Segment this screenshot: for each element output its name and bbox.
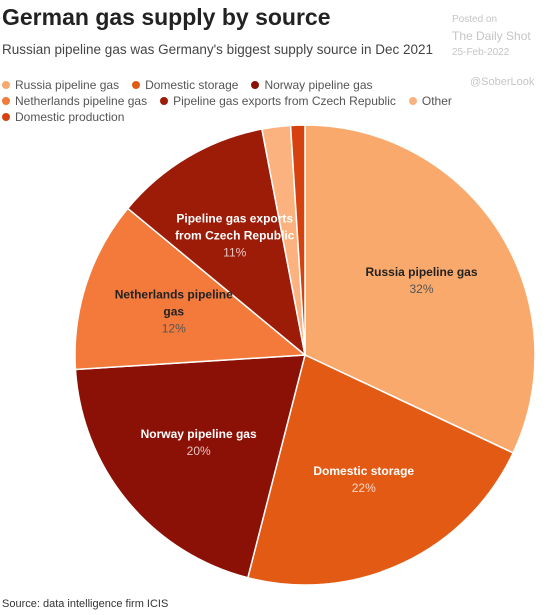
legend-item: Domestic production bbox=[2, 110, 124, 124]
value-label: 12% bbox=[161, 321, 186, 336]
legend-swatch bbox=[132, 81, 141, 89]
watermark: The Daily Shot bbox=[452, 29, 531, 43]
legend-label: Domestic production bbox=[15, 110, 125, 124]
pie-slice bbox=[304, 124, 536, 454]
legend-label: Pipeline gas exports from Czech Republic bbox=[173, 94, 396, 108]
slice-label: Russia pipeline gas 32% bbox=[362, 264, 482, 298]
legend-item: Other bbox=[408, 94, 452, 108]
legend: Russia pipeline gas Domestic storage Norwa… bbox=[2, 78, 522, 124]
chart-subtitle: Russian pipeline gas was Germany's bigge… bbox=[2, 42, 434, 57]
legend-item: Norway pipeline gas bbox=[251, 78, 373, 92]
pie-slice bbox=[74, 354, 306, 579]
legend-swatch bbox=[2, 97, 10, 105]
legend-item: Pipeline gas exports from Czech Republic bbox=[160, 94, 396, 108]
legend-item: Russia pipeline gas bbox=[2, 78, 119, 92]
watermark: 25-Feb-2022 bbox=[452, 47, 510, 58]
slice-name: Norway pipeline gas bbox=[140, 426, 257, 441]
slice-label: Netherlands pipeline gas 12% bbox=[114, 287, 234, 338]
chart-title: German gas supply by source bbox=[2, 4, 331, 30]
value-label: 22% bbox=[351, 480, 376, 495]
slice-label: Domestic storage 22% bbox=[304, 463, 424, 497]
legend-swatch bbox=[160, 97, 169, 105]
value-label: 20% bbox=[186, 443, 211, 458]
pie-slice bbox=[289, 124, 306, 356]
slice-label: Pipeline gas exports from Czech Republic… bbox=[175, 211, 295, 262]
slice-name: Netherlands pipeline gas bbox=[114, 287, 233, 319]
slice-name: Pipeline gas exports from Czech Republic bbox=[175, 211, 295, 243]
value-label: 32% bbox=[409, 282, 434, 297]
legend-swatch bbox=[2, 81, 10, 89]
pie-slice bbox=[246, 353, 515, 586]
slice-name: Domestic storage bbox=[313, 463, 415, 478]
slice-label: Norway pipeline gas 20% bbox=[139, 426, 259, 460]
legend-label: Other bbox=[421, 94, 452, 108]
legend-swatch bbox=[408, 97, 417, 105]
legend-swatch bbox=[251, 81, 260, 89]
legend-label: Norway pipeline gas bbox=[264, 78, 373, 92]
value-label: 11% bbox=[223, 245, 247, 260]
pie-slice bbox=[74, 207, 307, 371]
source: Source: data intelligence firm ICIS bbox=[2, 598, 169, 610]
watermark: Posted on bbox=[452, 14, 498, 25]
legend-label: Domestic storage bbox=[145, 78, 239, 92]
legend-label: Russia pipeline gas bbox=[15, 78, 120, 92]
legend-label: Netherlands pipeline gas bbox=[15, 94, 148, 108]
legend-item: Netherlands pipeline gas bbox=[2, 94, 147, 108]
watermark: @SoberLook bbox=[470, 76, 535, 88]
legend-item: Domestic storage bbox=[132, 78, 238, 92]
legend-swatch bbox=[2, 113, 10, 121]
slice-name: Russia pipeline gas bbox=[365, 265, 478, 280]
pie-slice bbox=[126, 128, 307, 357]
